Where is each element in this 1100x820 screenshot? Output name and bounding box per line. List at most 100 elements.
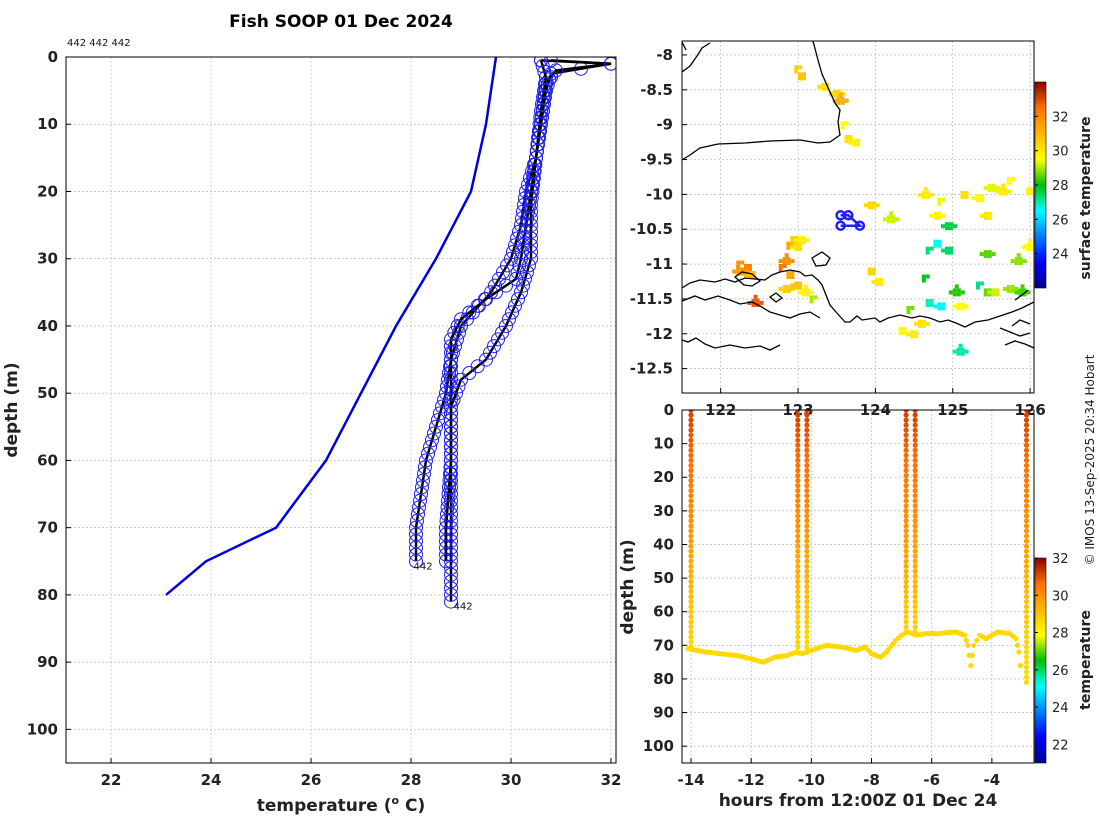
sst-pixel xyxy=(740,271,745,276)
section-profile-dot xyxy=(903,619,909,625)
section-x-tick-label: -8 xyxy=(863,771,880,789)
profile-y-axis-label: depth (m) xyxy=(2,362,22,457)
profile-marker xyxy=(499,319,513,333)
section-profile-dot xyxy=(688,447,694,453)
section-profile-dot xyxy=(688,523,694,529)
sst-pixel xyxy=(948,290,953,295)
sst-pixel xyxy=(778,264,783,268)
section-profile-dot xyxy=(1023,659,1030,665)
section-profile-dot xyxy=(688,583,694,590)
sst-colorbar-tick-label: 32 xyxy=(1052,110,1069,125)
section-profile-dot xyxy=(903,467,909,474)
section-profile-dot xyxy=(912,447,918,453)
profile-marker xyxy=(444,446,458,461)
sst-pixel xyxy=(976,194,980,199)
section-profile-dot xyxy=(795,634,801,640)
section-profile-dot xyxy=(912,467,918,474)
section-bottom-dot xyxy=(965,642,971,648)
section-profile-dot xyxy=(688,483,694,489)
section-profile-dot xyxy=(912,619,918,625)
sst-pixel xyxy=(925,246,930,251)
sst-pixel xyxy=(995,292,1000,297)
map-lat-tick-label: -11.5 xyxy=(630,290,673,308)
sst-pixel xyxy=(778,287,783,291)
section-profile-dot xyxy=(912,437,918,443)
profile-marker xyxy=(409,554,423,569)
section-profile-dot xyxy=(912,583,918,590)
section-x-tick-label: -14 xyxy=(677,771,704,789)
section-profile-dot xyxy=(795,503,801,509)
sst-pixel xyxy=(922,323,926,328)
section-profile-dot xyxy=(795,599,801,605)
sst-pixel xyxy=(747,275,752,279)
profile-marker xyxy=(410,513,424,528)
sst-pixel xyxy=(879,278,884,282)
sst-pixel xyxy=(887,219,891,224)
section-profile-dot xyxy=(795,583,801,590)
section-temperature-dots xyxy=(685,410,1030,685)
section-profile-dot xyxy=(795,437,801,443)
section-profile-dot xyxy=(912,609,918,615)
section-profile-dot xyxy=(1023,508,1030,514)
section-profile-dot xyxy=(688,452,694,458)
profile-marker xyxy=(496,265,510,280)
section-profile-dot xyxy=(1023,664,1030,670)
sst-pixel xyxy=(732,269,737,274)
section-profile-dot xyxy=(912,548,918,554)
section-profile-dot xyxy=(804,609,810,615)
sst-pixel xyxy=(786,289,791,293)
sst-colorbar-label: surface temperature xyxy=(1078,116,1094,279)
section-profile-dot xyxy=(804,417,810,423)
section-profile-dot xyxy=(1023,523,1030,529)
sst-pixel xyxy=(995,189,1000,194)
profile-marker xyxy=(531,130,546,145)
profile-id-annotation: 442 xyxy=(414,561,433,572)
sst-pixel xyxy=(1010,289,1015,293)
sst-pixel xyxy=(1030,247,1034,252)
sst-pixel xyxy=(995,185,1000,190)
sst-pixel xyxy=(889,211,893,216)
sst-pixel xyxy=(1016,253,1021,258)
profile-marker xyxy=(532,117,547,132)
section-profile-dot xyxy=(912,594,918,600)
sst-pixel xyxy=(964,194,969,199)
section-profile-dot xyxy=(903,452,909,458)
sst-pixel xyxy=(832,93,837,98)
section-profile-dot xyxy=(804,588,810,595)
sst-pixel xyxy=(929,298,934,303)
section-profile-dot xyxy=(912,452,918,458)
sst-pixel xyxy=(941,197,946,202)
sst-pixel xyxy=(941,302,946,307)
section-profile-dot xyxy=(1023,457,1030,463)
section-profile-dot xyxy=(688,467,694,474)
sst-pixel xyxy=(836,100,841,105)
section-profile-dot xyxy=(1023,462,1030,469)
map-lat-tick-label: -12.5 xyxy=(630,360,673,378)
sst-pixel xyxy=(1022,288,1027,293)
sst-pixel xyxy=(817,84,822,89)
ship-track-point xyxy=(854,220,866,231)
sst-pixel xyxy=(867,201,872,206)
section-profile-dot xyxy=(688,518,694,524)
profile-marker xyxy=(444,453,458,468)
section-profile-dot xyxy=(795,410,801,413)
sst-pixel xyxy=(867,271,872,276)
section-profile-dot xyxy=(1023,410,1030,413)
sst-pixel xyxy=(778,268,783,272)
section-bottom-dot xyxy=(962,632,968,638)
profile-x-tick-label: 30 xyxy=(501,771,522,789)
sst-pixel xyxy=(802,76,806,81)
section-profile-dot xyxy=(795,498,801,504)
section-profile-dot xyxy=(912,513,918,519)
coastline-north xyxy=(682,41,841,161)
temperature-colorbar-tick-label: 26 xyxy=(1052,664,1069,679)
section-x-tick-label: -4 xyxy=(984,771,1001,789)
sst-pixel xyxy=(979,252,984,257)
section-profile-dot xyxy=(1023,679,1030,685)
section-profile-dot xyxy=(903,462,909,469)
section-profile-dot xyxy=(795,513,801,519)
profile-y-tick-label: 10 xyxy=(37,115,58,133)
sst-pixel xyxy=(794,281,799,286)
section-profile-dot xyxy=(804,528,810,534)
